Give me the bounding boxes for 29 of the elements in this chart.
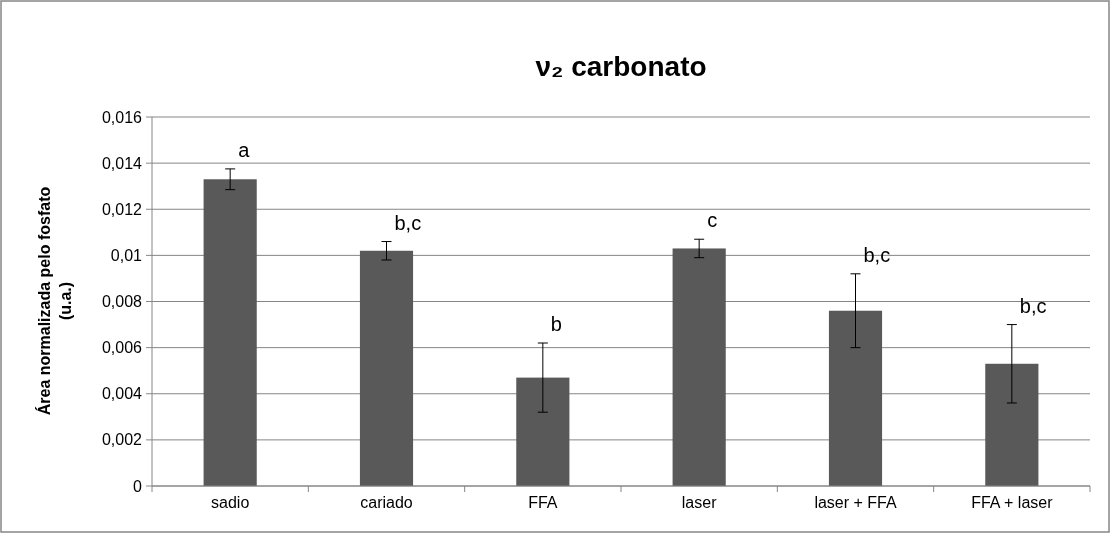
y-tick-label: 0,016 bbox=[101, 108, 143, 126]
annotation: b,c bbox=[863, 243, 891, 266]
annotation: c bbox=[707, 209, 718, 232]
bar bbox=[516, 377, 570, 486]
annotation: a bbox=[238, 138, 251, 161]
x-tick-label: sadio bbox=[211, 494, 250, 511]
x-tick-label: laser + FFA bbox=[814, 494, 897, 511]
y-tick-label: 0,002 bbox=[101, 431, 143, 449]
bar bbox=[828, 310, 883, 486]
x-tick-label: FFA + laser bbox=[971, 494, 1054, 511]
y-tick-label: 0,01 bbox=[110, 246, 143, 264]
x-tick-label: cariado bbox=[360, 494, 413, 511]
y-tick-label: 0 bbox=[133, 477, 143, 495]
x-tick-label: laser bbox=[681, 494, 718, 511]
bar bbox=[985, 363, 1039, 486]
annotation: b bbox=[550, 313, 562, 336]
y-tick-label: 0,012 bbox=[101, 200, 143, 218]
bar bbox=[359, 250, 414, 486]
annotation: b,c bbox=[394, 211, 422, 234]
bar bbox=[203, 179, 257, 486]
y-tick-label: 0,014 bbox=[101, 154, 143, 172]
x-tick-label: FFA bbox=[528, 494, 558, 511]
y-axis-title: Área normalizada pelo fosfato (u.a.) bbox=[35, 186, 74, 416]
y-tick-label: 0,008 bbox=[101, 293, 143, 311]
chart-title: ν₂ carbonato bbox=[535, 51, 707, 82]
y-tick-label: 0,004 bbox=[101, 385, 143, 403]
bar bbox=[672, 248, 726, 486]
annotation: b,c bbox=[1019, 294, 1047, 317]
y-tick-label: 0,006 bbox=[101, 339, 143, 357]
